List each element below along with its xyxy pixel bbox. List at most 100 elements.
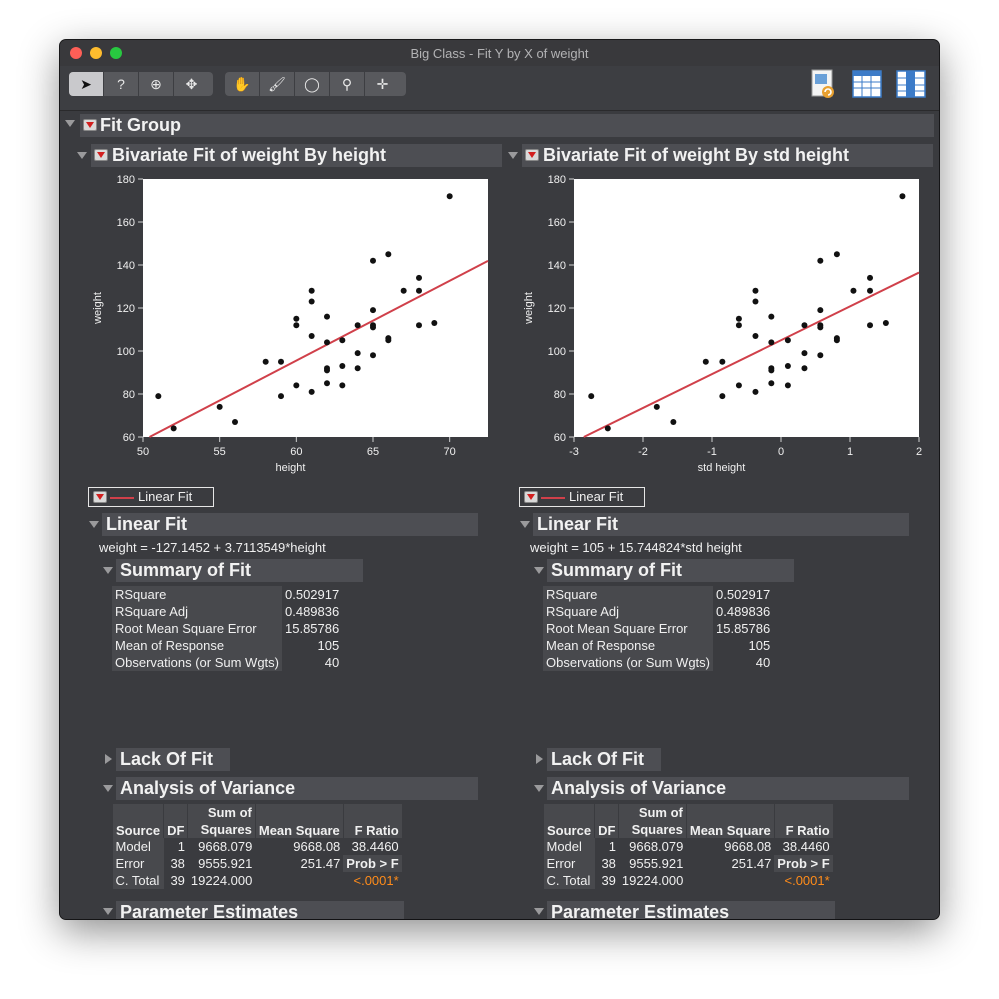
data-point[interactable] bbox=[867, 274, 874, 281]
data-point[interactable] bbox=[416, 287, 422, 294]
param-disclosure-icon[interactable] bbox=[103, 908, 113, 915]
data-point[interactable] bbox=[604, 425, 611, 432]
bivariate-disclosure-icon[interactable] bbox=[508, 152, 518, 159]
move-tool[interactable]: ✥ bbox=[185, 75, 198, 92]
data-point[interactable] bbox=[768, 365, 775, 372]
data-point[interactable] bbox=[370, 322, 376, 329]
legend-red-triangle-icon[interactable] bbox=[524, 491, 538, 503]
data-point[interactable] bbox=[339, 337, 346, 344]
data-point[interactable] bbox=[899, 193, 906, 200]
lack-of-fit-disclosure-icon[interactable] bbox=[105, 754, 112, 764]
data-point[interactable] bbox=[416, 322, 422, 329]
bivariate-red-triangle-icon[interactable] bbox=[525, 149, 539, 161]
data-point[interactable] bbox=[752, 332, 759, 339]
data-point[interactable] bbox=[216, 403, 223, 410]
data-point[interactable] bbox=[768, 313, 775, 320]
column-view-icon[interactable] bbox=[896, 68, 926, 100]
close-window-button[interactable] bbox=[70, 47, 82, 59]
arrow-tool[interactable]: ➤ bbox=[69, 72, 104, 96]
data-point[interactable] bbox=[768, 339, 775, 346]
data-point[interactable] bbox=[308, 388, 315, 395]
data-point[interactable] bbox=[801, 322, 808, 329]
zoom-window-button[interactable] bbox=[110, 47, 122, 59]
data-point[interactable] bbox=[308, 332, 315, 339]
data-point[interactable] bbox=[400, 287, 407, 294]
data-point[interactable] bbox=[370, 352, 376, 359]
data-point[interactable] bbox=[278, 358, 284, 365]
data-point[interactable] bbox=[293, 322, 300, 329]
data-point[interactable] bbox=[588, 393, 595, 400]
data-point[interactable] bbox=[339, 382, 346, 389]
data-point[interactable] bbox=[867, 287, 874, 294]
plot-frame[interactable] bbox=[574, 179, 919, 437]
data-point[interactable] bbox=[370, 257, 376, 264]
data-point[interactable] bbox=[735, 315, 742, 322]
data-point[interactable] bbox=[784, 337, 791, 344]
data-point[interactable] bbox=[278, 393, 284, 400]
lack-of-fit-disclosure-icon[interactable] bbox=[536, 754, 543, 764]
data-point[interactable] bbox=[719, 358, 726, 365]
data-point[interactable] bbox=[784, 363, 791, 370]
data-point[interactable] bbox=[431, 320, 438, 327]
linear-fit-line[interactable] bbox=[149, 259, 489, 438]
data-point[interactable] bbox=[752, 298, 759, 305]
data-point[interactable] bbox=[293, 382, 300, 389]
data-point[interactable] bbox=[752, 388, 759, 395]
data-point[interactable] bbox=[752, 287, 759, 294]
fit-group-red-triangle-icon[interactable] bbox=[83, 119, 97, 131]
plot-frame[interactable] bbox=[143, 179, 488, 437]
data-point[interactable] bbox=[670, 418, 677, 425]
data-point[interactable] bbox=[446, 193, 453, 200]
data-point[interactable] bbox=[324, 365, 330, 372]
brush-tool[interactable]: 🖌 bbox=[260, 72, 295, 96]
data-point[interactable] bbox=[416, 274, 422, 281]
data-point[interactable] bbox=[702, 358, 709, 365]
data-point[interactable] bbox=[354, 365, 361, 372]
data-point[interactable] bbox=[262, 358, 269, 365]
minimize-window-button[interactable] bbox=[90, 47, 102, 59]
data-point[interactable] bbox=[768, 380, 775, 387]
data-point[interactable] bbox=[324, 313, 330, 320]
anova-disclosure-icon[interactable] bbox=[534, 785, 544, 792]
data-point[interactable] bbox=[354, 322, 361, 329]
linear-fit-line[interactable] bbox=[583, 271, 920, 438]
magnifier-tool[interactable]: ⚲ bbox=[330, 72, 365, 96]
data-point[interactable] bbox=[735, 382, 742, 389]
summary-disclosure-icon[interactable] bbox=[534, 567, 544, 574]
data-point[interactable] bbox=[801, 365, 808, 372]
anova-disclosure-icon[interactable] bbox=[103, 785, 113, 792]
bivariate-red-triangle-icon[interactable] bbox=[94, 149, 108, 161]
linear-fit-legend[interactable]: Linear Fit bbox=[519, 487, 645, 507]
data-point[interactable] bbox=[354, 350, 361, 357]
data-point[interactable] bbox=[232, 418, 238, 425]
data-point[interactable] bbox=[817, 322, 824, 329]
data-point[interactable] bbox=[339, 363, 346, 370]
legend-red-triangle-icon[interactable] bbox=[93, 491, 107, 503]
data-point[interactable] bbox=[817, 257, 824, 264]
data-point[interactable] bbox=[719, 393, 726, 400]
data-point[interactable] bbox=[324, 380, 330, 387]
data-point[interactable] bbox=[817, 307, 824, 314]
linear-fit-legend[interactable]: Linear Fit bbox=[88, 487, 214, 507]
data-point[interactable] bbox=[867, 322, 874, 329]
data-point[interactable] bbox=[735, 322, 742, 329]
data-point[interactable] bbox=[385, 251, 392, 258]
data-point[interactable] bbox=[385, 335, 392, 342]
grabber-tool[interactable]: ✋ bbox=[225, 72, 260, 96]
data-table-icon[interactable] bbox=[852, 68, 882, 100]
selection-tool[interactable]: ⊕ bbox=[139, 72, 174, 96]
data-point[interactable] bbox=[833, 335, 840, 342]
data-point[interactable] bbox=[308, 287, 315, 294]
data-point[interactable] bbox=[784, 382, 791, 389]
fit-group-disclosure-icon[interactable] bbox=[65, 120, 75, 127]
crosshair-tool[interactable]: ✛ bbox=[376, 75, 389, 92]
data-point[interactable] bbox=[850, 287, 857, 294]
bivariate-disclosure-icon[interactable] bbox=[77, 152, 87, 159]
lasso-tool[interactable]: ◯ bbox=[295, 72, 330, 96]
data-point[interactable] bbox=[882, 320, 889, 327]
data-point[interactable] bbox=[370, 307, 376, 314]
data-point[interactable] bbox=[170, 425, 177, 432]
linear-fit-disclosure-icon[interactable] bbox=[520, 521, 530, 528]
help-tool[interactable]: ? bbox=[104, 72, 139, 96]
linear-fit-disclosure-icon[interactable] bbox=[89, 521, 99, 528]
